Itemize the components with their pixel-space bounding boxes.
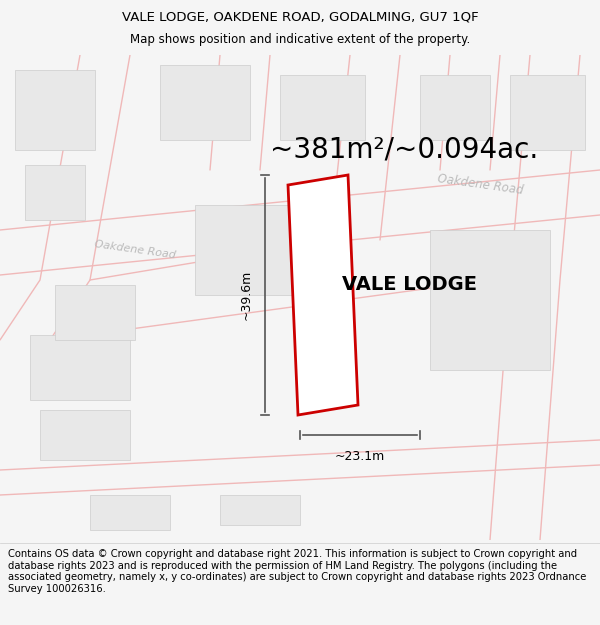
Bar: [40, 410, 130, 460]
Text: ~381m²/~0.094ac.: ~381m²/~0.094ac.: [270, 136, 538, 164]
Text: VALE LODGE: VALE LODGE: [343, 276, 478, 294]
Bar: [90, 495, 170, 530]
Bar: [25, 165, 85, 220]
Bar: [420, 75, 490, 140]
Text: Oakdene Road: Oakdene Road: [436, 173, 524, 198]
Text: VALE LODGE, OAKDENE ROAD, GODALMING, GU7 1QF: VALE LODGE, OAKDENE ROAD, GODALMING, GU7…: [122, 11, 478, 24]
Text: Contains OS data © Crown copyright and database right 2021. This information is : Contains OS data © Crown copyright and d…: [8, 549, 586, 594]
Bar: [280, 75, 365, 140]
Text: ~39.6m: ~39.6m: [240, 270, 253, 320]
Bar: [510, 75, 585, 150]
Bar: [15, 70, 95, 150]
Bar: [55, 285, 135, 340]
Bar: [30, 335, 130, 400]
Polygon shape: [288, 175, 358, 415]
Text: ~23.1m: ~23.1m: [335, 450, 385, 463]
Bar: [220, 495, 300, 525]
Text: Map shows position and indicative extent of the property.: Map shows position and indicative extent…: [130, 32, 470, 46]
Text: Oakdene Road: Oakdene Road: [94, 239, 176, 261]
Bar: [160, 65, 250, 140]
Bar: [195, 205, 315, 295]
Bar: [430, 230, 550, 370]
